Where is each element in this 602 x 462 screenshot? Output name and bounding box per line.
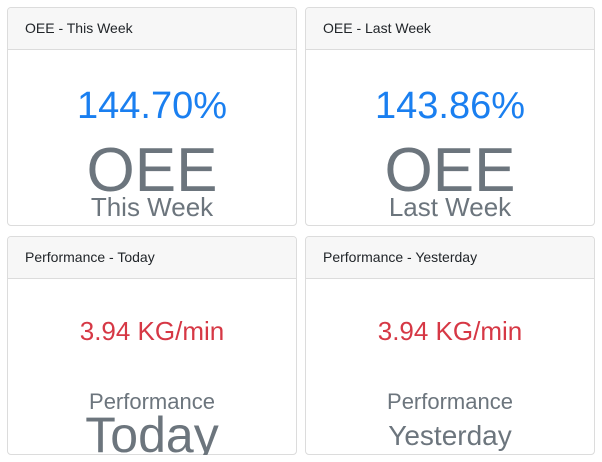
period-label: Yesterday: [388, 420, 512, 451]
period-label: This Week: [90, 192, 214, 222]
period-label: Today: [85, 407, 219, 455]
card-oee-last-week: OEE - Last Week 143.86%: [305, 7, 595, 226]
card-header: OEE - This Week: [8, 8, 296, 50]
performance-value: 3.94 KG/min: [377, 316, 523, 346]
oee-label: OEE: [384, 136, 516, 205]
card-header: Performance - Today: [8, 237, 296, 279]
card-oee-this-week: OEE - This Week 144.70%: [7, 7, 297, 226]
oee-value: 144.70%: [76, 85, 227, 127]
oee-value: 143.86%: [374, 85, 525, 127]
card-performance-yesterday: Performance - Yesterday: [305, 236, 595, 455]
card-header: OEE - Last Week: [306, 8, 594, 50]
performance-label: Performance: [89, 389, 215, 414]
card-header: Performance - Yesterday: [306, 237, 594, 279]
performance-value: 3.94 KG/min: [79, 316, 225, 346]
card-performance-today: Performance - Today: [7, 236, 297, 455]
oee-label: OEE: [86, 136, 218, 205]
period-label-clip: Today: [7, 405, 297, 455]
performance-label: Performance: [387, 389, 513, 414]
period-label: Last Week: [388, 192, 512, 222]
